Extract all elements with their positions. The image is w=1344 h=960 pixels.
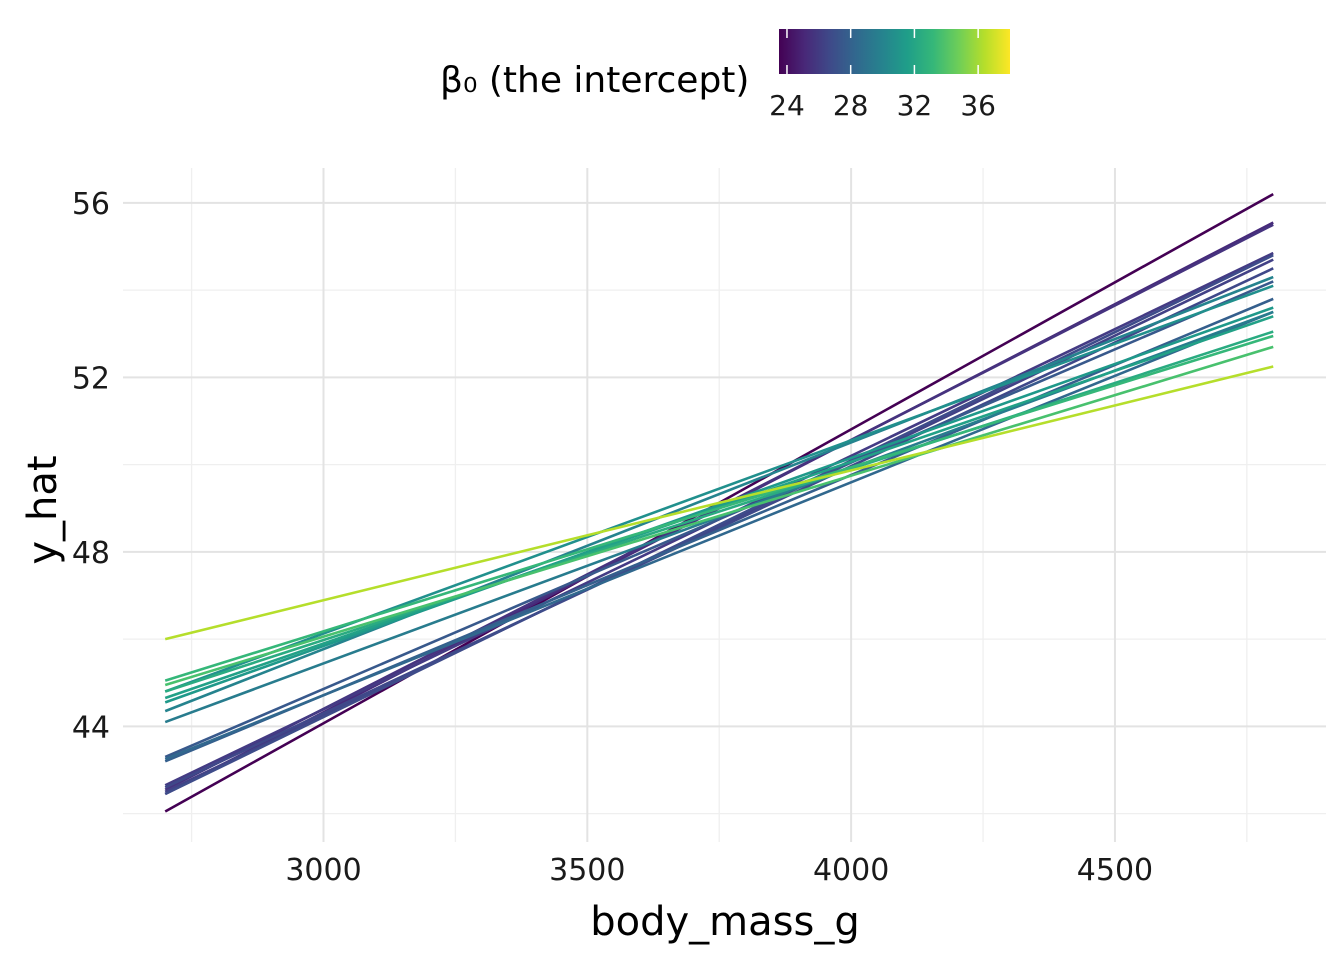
y-tick-label-2: 52 xyxy=(72,361,110,396)
legend-ticks: 24 28 32 36 xyxy=(769,29,996,122)
x-tick-label-3: 4500 xyxy=(1077,853,1153,888)
series-lines xyxy=(164,193,1274,813)
y-tick-labels: 44 48 52 56 xyxy=(72,187,110,745)
x-tick-label-0: 3000 xyxy=(285,853,361,888)
legend: β₀ (the intercept) 24 28 32 36 xyxy=(440,29,1010,122)
series-line-7 xyxy=(164,280,1274,759)
colorbar-tick-label-1: 28 xyxy=(833,89,869,122)
series-line-11 xyxy=(164,275,1274,713)
series-line-6 xyxy=(164,254,1274,796)
x-axis-title: body_mass_g xyxy=(590,899,859,945)
series-line-9 xyxy=(164,310,1274,761)
series-line-18 xyxy=(164,365,1274,641)
legend-title: β₀ (the intercept) xyxy=(440,60,749,101)
grid-major xyxy=(123,168,1326,842)
x-tick-label-1: 3500 xyxy=(549,853,625,888)
series-line-5 xyxy=(164,267,1274,789)
series-line-16 xyxy=(164,334,1274,682)
colorbar-tick-label-0: 24 xyxy=(769,89,805,122)
x-tick-label-2: 4000 xyxy=(813,853,889,888)
colorbar xyxy=(779,29,1010,74)
y-tick-label-0: 44 xyxy=(72,710,110,745)
colorbar-tick-label-2: 32 xyxy=(897,89,933,122)
y-tick-label-1: 48 xyxy=(72,536,110,571)
y-axis-title: y_hat xyxy=(20,455,66,564)
series-line-17 xyxy=(164,345,1274,687)
colorbar-tick-label-3: 36 xyxy=(960,89,996,122)
series-line-15 xyxy=(164,330,1274,693)
x-tick-labels: 3000 3500 4000 4500 xyxy=(285,853,1153,888)
y-tick-label-3: 56 xyxy=(72,187,110,222)
series-line-13 xyxy=(164,306,1274,704)
